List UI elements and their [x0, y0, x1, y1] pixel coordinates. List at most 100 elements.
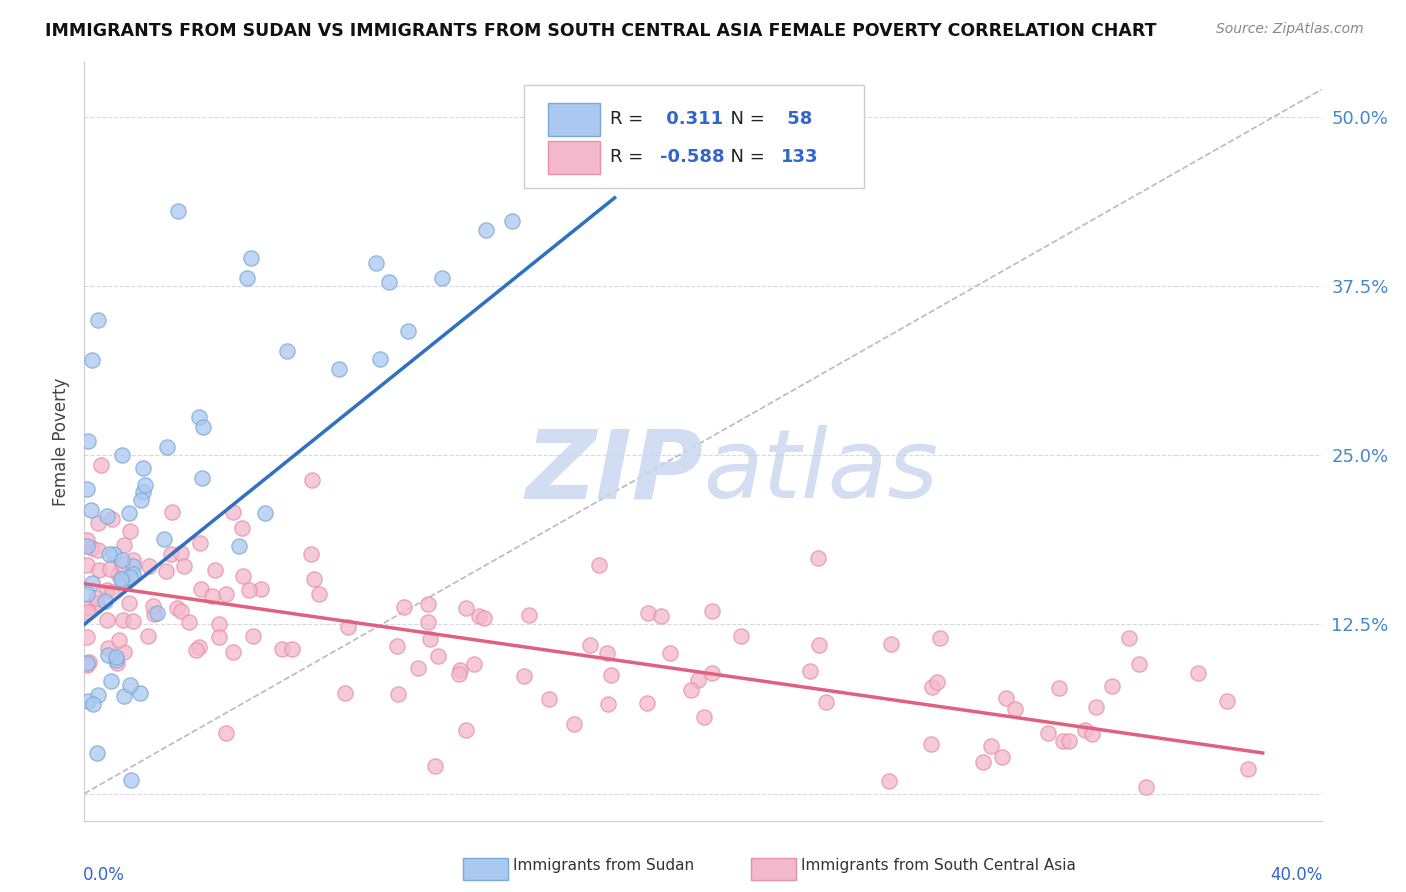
Point — [1080, 727, 1102, 741]
Point — [108, 632, 131, 647]
Point — [596, 697, 619, 711]
Point — [1236, 762, 1258, 776]
Point — [142, 607, 165, 622]
Point — [118, 596, 141, 610]
Point — [87, 563, 110, 577]
Point — [236, 271, 259, 285]
Point — [188, 536, 211, 550]
Point — [378, 275, 401, 289]
Point — [110, 573, 132, 587]
Point — [228, 539, 250, 553]
Point — [76, 656, 98, 670]
Point — [76, 587, 98, 601]
Point — [242, 628, 264, 642]
Text: Immigrants from South Central Asia: Immigrants from South Central Asia — [801, 858, 1077, 872]
Point — [333, 685, 356, 699]
Point — [1101, 679, 1123, 693]
Point — [416, 597, 439, 611]
Point — [980, 739, 1002, 753]
Point — [111, 574, 134, 588]
Point — [105, 649, 128, 664]
Text: -0.588: -0.588 — [659, 148, 724, 166]
Point — [105, 656, 128, 670]
Point — [1216, 694, 1239, 708]
Point — [111, 552, 134, 566]
Point — [995, 691, 1018, 706]
Point — [579, 638, 602, 652]
Point — [156, 440, 179, 454]
Point — [921, 681, 943, 695]
Point — [153, 533, 176, 547]
Point — [637, 607, 659, 621]
Point — [281, 642, 304, 657]
Point — [101, 585, 124, 599]
Point — [204, 563, 226, 577]
Point — [122, 559, 145, 574]
Point — [87, 543, 110, 558]
Point — [76, 558, 98, 572]
Point — [76, 600, 98, 615]
Point — [636, 696, 658, 710]
Text: 40.0%: 40.0% — [1271, 866, 1323, 884]
Point — [596, 646, 619, 660]
Point — [173, 559, 195, 574]
Point — [222, 644, 245, 658]
Point — [118, 570, 141, 584]
Point — [82, 576, 104, 591]
Point — [103, 548, 125, 562]
Point — [191, 471, 214, 485]
Point — [392, 599, 415, 614]
FancyBboxPatch shape — [548, 103, 600, 136]
Point — [308, 587, 330, 601]
Point — [132, 460, 155, 475]
Point — [990, 749, 1012, 764]
Point — [166, 600, 188, 615]
Point — [501, 214, 523, 228]
Text: R =: R = — [610, 148, 650, 166]
Point — [120, 678, 142, 692]
Point — [90, 458, 112, 473]
Point — [208, 630, 231, 644]
Point — [155, 564, 177, 578]
Point — [138, 559, 160, 574]
Point — [463, 657, 485, 671]
Point — [1118, 632, 1140, 646]
Point — [80, 541, 103, 555]
Point — [132, 484, 155, 499]
Point — [1085, 700, 1108, 714]
Point — [650, 609, 672, 624]
Point — [1187, 666, 1209, 681]
Point — [76, 630, 98, 644]
Point — [299, 547, 322, 561]
Point — [96, 583, 118, 598]
Point — [302, 572, 325, 586]
Point — [972, 755, 994, 769]
Point — [118, 506, 141, 520]
Point — [423, 759, 446, 773]
Point — [112, 574, 135, 589]
Text: ZIP: ZIP — [524, 425, 703, 518]
Point — [121, 614, 143, 628]
Point — [475, 223, 498, 237]
Text: Immigrants from Sudan: Immigrants from Sudan — [513, 858, 695, 872]
Point — [658, 646, 681, 660]
Point — [1057, 733, 1080, 747]
Point — [86, 746, 108, 760]
Point — [537, 692, 560, 706]
Point — [730, 629, 752, 643]
Point — [686, 673, 709, 688]
Point — [184, 642, 207, 657]
Point — [170, 546, 193, 560]
Point — [76, 658, 98, 673]
Point — [112, 690, 135, 704]
Point — [96, 614, 118, 628]
FancyBboxPatch shape — [523, 85, 863, 187]
Point — [112, 538, 135, 552]
Point — [134, 477, 156, 491]
Point — [77, 434, 100, 449]
Point — [77, 694, 100, 708]
Point — [87, 689, 110, 703]
Point — [167, 204, 190, 219]
Point — [693, 710, 716, 724]
Point — [201, 589, 224, 603]
